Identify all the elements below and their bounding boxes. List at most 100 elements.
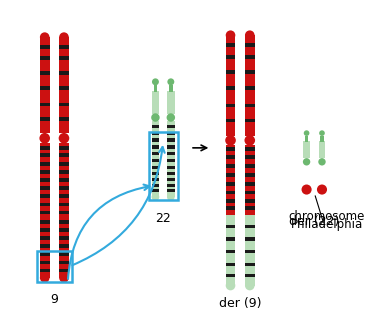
Bar: [226, 164, 235, 168]
Circle shape: [245, 30, 254, 40]
Bar: [59, 162, 69, 166]
Bar: [151, 178, 159, 181]
Text: 22: 22: [155, 212, 171, 225]
Bar: [226, 173, 235, 177]
Bar: [226, 237, 235, 241]
Bar: [59, 71, 69, 75]
Bar: [226, 262, 235, 266]
Bar: [167, 132, 175, 135]
Bar: [226, 104, 235, 107]
Bar: [59, 56, 69, 60]
Bar: [226, 199, 235, 203]
Bar: [40, 45, 49, 49]
Bar: [59, 153, 69, 157]
Bar: [318, 141, 326, 158]
Bar: [226, 35, 235, 136]
Bar: [59, 220, 69, 224]
Bar: [226, 43, 235, 47]
Circle shape: [244, 135, 255, 146]
Bar: [59, 194, 69, 198]
Bar: [226, 147, 235, 151]
Bar: [245, 182, 254, 186]
Bar: [40, 117, 49, 121]
Bar: [59, 146, 69, 150]
Bar: [167, 152, 175, 155]
Bar: [59, 261, 69, 264]
Circle shape: [302, 184, 312, 195]
Polygon shape: [49, 133, 59, 143]
Bar: [40, 86, 49, 90]
Bar: [40, 220, 49, 224]
Circle shape: [303, 158, 310, 165]
Circle shape: [40, 273, 49, 283]
Polygon shape: [159, 114, 167, 121]
Bar: [40, 210, 49, 215]
Bar: [151, 165, 159, 169]
Bar: [151, 184, 159, 187]
Bar: [59, 252, 69, 256]
Bar: [151, 139, 159, 142]
Bar: [310, 160, 318, 164]
Bar: [245, 55, 254, 59]
Circle shape: [319, 130, 325, 136]
Circle shape: [225, 135, 236, 146]
Bar: [40, 162, 49, 166]
Bar: [226, 155, 235, 159]
Bar: [167, 145, 175, 149]
Bar: [154, 85, 157, 92]
Text: der (22): der (22): [289, 215, 340, 228]
Bar: [59, 103, 69, 107]
Bar: [151, 91, 159, 114]
Bar: [226, 225, 235, 228]
Bar: [245, 250, 254, 253]
Bar: [40, 153, 49, 157]
Bar: [149, 132, 177, 200]
Text: chromosome: chromosome: [289, 210, 365, 223]
Circle shape: [167, 113, 175, 122]
Bar: [49, 135, 59, 141]
Bar: [245, 206, 254, 210]
Bar: [167, 189, 175, 192]
Bar: [59, 117, 69, 121]
Bar: [226, 216, 235, 286]
Bar: [226, 55, 235, 59]
Bar: [59, 268, 69, 272]
Bar: [40, 186, 49, 190]
Bar: [245, 191, 254, 194]
Bar: [226, 182, 235, 186]
Bar: [59, 244, 69, 248]
Bar: [151, 152, 159, 155]
Polygon shape: [235, 136, 245, 145]
Bar: [59, 228, 69, 232]
Bar: [40, 228, 49, 232]
Bar: [245, 35, 254, 136]
Bar: [59, 178, 69, 182]
Bar: [245, 237, 254, 241]
Bar: [245, 274, 254, 277]
Bar: [305, 136, 308, 142]
Bar: [245, 104, 254, 107]
Bar: [59, 37, 69, 133]
Bar: [159, 115, 167, 120]
Bar: [40, 146, 49, 150]
Circle shape: [245, 281, 254, 290]
Bar: [40, 37, 49, 133]
Bar: [40, 268, 49, 272]
Text: Philadelphia: Philadelphia: [291, 218, 363, 231]
Bar: [167, 139, 175, 142]
Bar: [226, 87, 235, 90]
Circle shape: [59, 32, 69, 42]
Bar: [245, 145, 254, 216]
Bar: [245, 87, 254, 90]
Bar: [151, 125, 159, 128]
Bar: [40, 178, 49, 182]
Bar: [151, 145, 159, 149]
Text: 9: 9: [50, 293, 58, 306]
Bar: [245, 119, 254, 122]
Bar: [40, 236, 49, 240]
Bar: [245, 147, 254, 151]
Circle shape: [59, 133, 69, 144]
Circle shape: [39, 133, 50, 144]
Bar: [59, 86, 69, 90]
Bar: [245, 225, 254, 228]
